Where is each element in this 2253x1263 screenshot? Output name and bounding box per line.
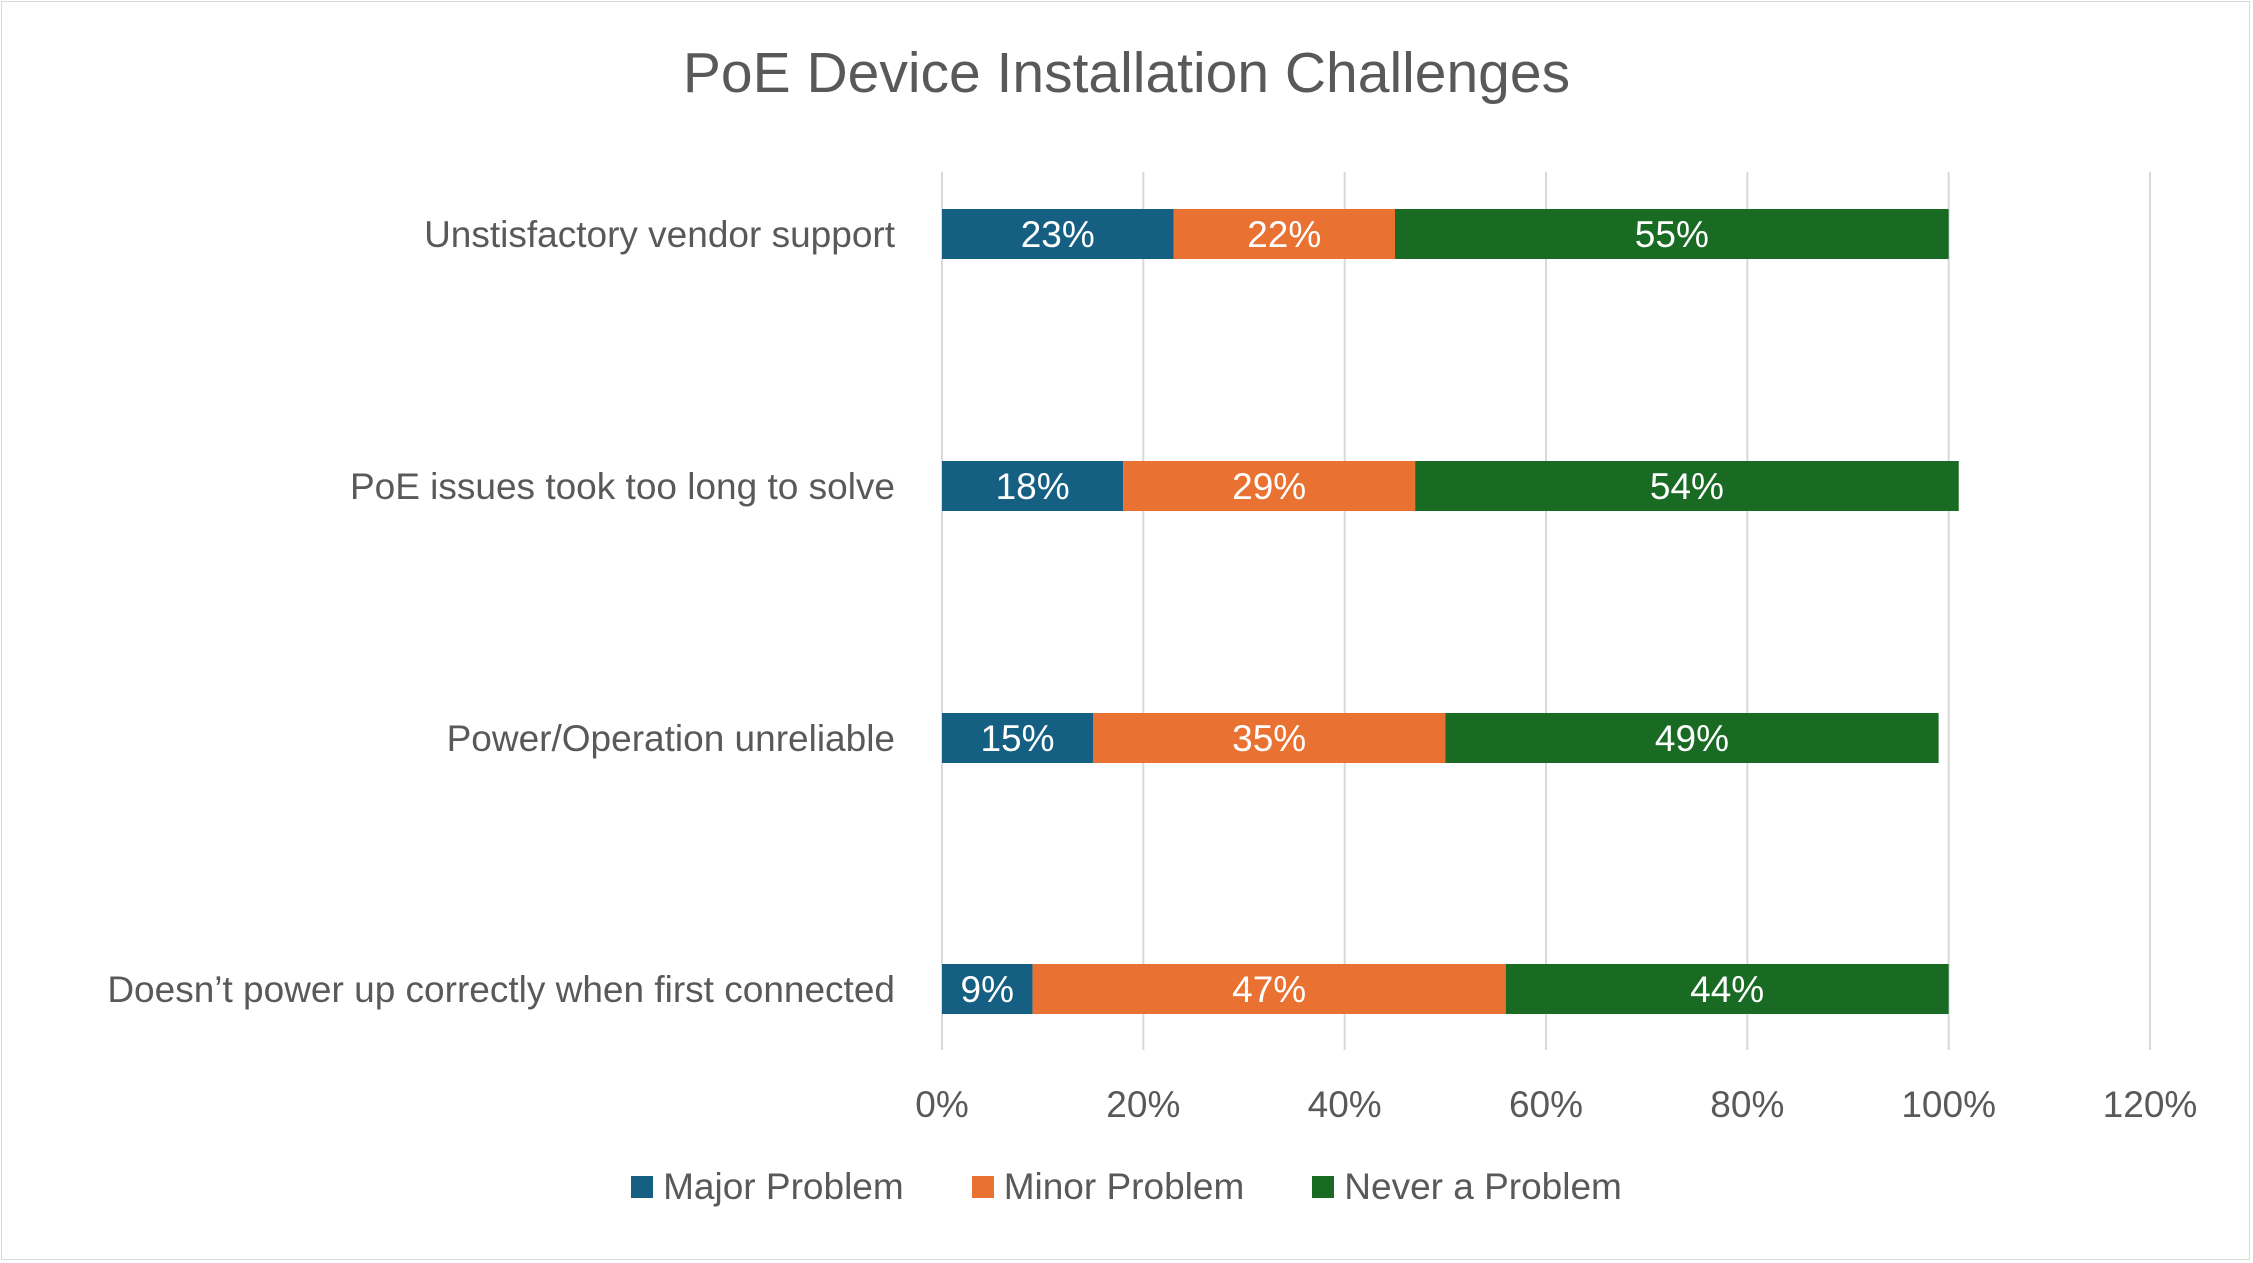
data-label: 29% (1232, 466, 1306, 507)
category-label: Power/Operation unreliable (447, 718, 895, 759)
x-tick-label: 40% (1308, 1084, 1382, 1125)
x-tick-label: 60% (1509, 1084, 1583, 1125)
legend-label: Never a Problem (1344, 1166, 1622, 1207)
data-label: 23% (1021, 214, 1095, 255)
bar-segment (1505, 964, 1949, 1014)
legend-label: Minor Problem (1003, 1166, 1245, 1207)
legend-item: Minor Problem (971, 1166, 1245, 1208)
bar-segment (1395, 209, 1949, 259)
bar-segment (942, 713, 1093, 763)
bar-segment (1093, 713, 1446, 763)
x-tick-label: 100% (1901, 1084, 1996, 1125)
data-label: 47% (1232, 969, 1306, 1010)
data-label: 35% (1232, 718, 1306, 759)
legend-item: Never a Problem (1312, 1166, 1622, 1208)
legend-item: Major Problem (631, 1166, 904, 1208)
bar-segment (942, 461, 1124, 511)
data-label: 15% (980, 718, 1054, 759)
x-tick-label: 0% (915, 1084, 968, 1125)
bar-segment (942, 209, 1174, 259)
x-axis-tick-labels: 0% 20% 40% 60% 80% 100% 120% (915, 1084, 2197, 1125)
data-label: 18% (996, 466, 1070, 507)
bar-segment (1032, 964, 1506, 1014)
chart-title: PoE Device Installation Challenges (682, 41, 1571, 105)
data-label: 22% (1247, 214, 1321, 255)
bar-segment (1173, 209, 1395, 259)
data-label: 54% (1650, 466, 1724, 507)
data-label: 49% (1655, 718, 1729, 759)
category-label: Unstisfactory vendor support (424, 214, 896, 255)
category-label: Doesn’t power up correctly when first co… (107, 969, 895, 1010)
legend-swatch (1312, 1176, 1335, 1198)
bar-segment (1415, 461, 1959, 511)
x-tick-label: 120% (2103, 1084, 2198, 1125)
data-label: 44% (1690, 969, 1764, 1010)
bar-segment (1123, 461, 1416, 511)
legend-label: Major Problem (663, 1166, 904, 1207)
data-label: 55% (1635, 214, 1709, 255)
grid-lines (941, 172, 2151, 1050)
legend: Major Problem Minor Problem Never a Proble… (0, 1166, 2253, 1208)
category-label: PoE issues took too long to solve (350, 466, 895, 507)
x-tick-label: 20% (1106, 1084, 1180, 1125)
legend-swatch (971, 1176, 994, 1198)
bar-segment (1445, 713, 1939, 763)
bars: 23% 22% 55% 18% 29% 54% 15% 35% 49% 9% 47% 44% (942, 209, 1959, 1014)
x-tick-label: 80% (1710, 1084, 1784, 1125)
bar-segment (942, 964, 1033, 1014)
data-label: 9% (961, 969, 1014, 1010)
legend-swatch (631, 1176, 654, 1198)
category-labels: Unstisfactory vendor support PoE issues t… (107, 214, 895, 1010)
